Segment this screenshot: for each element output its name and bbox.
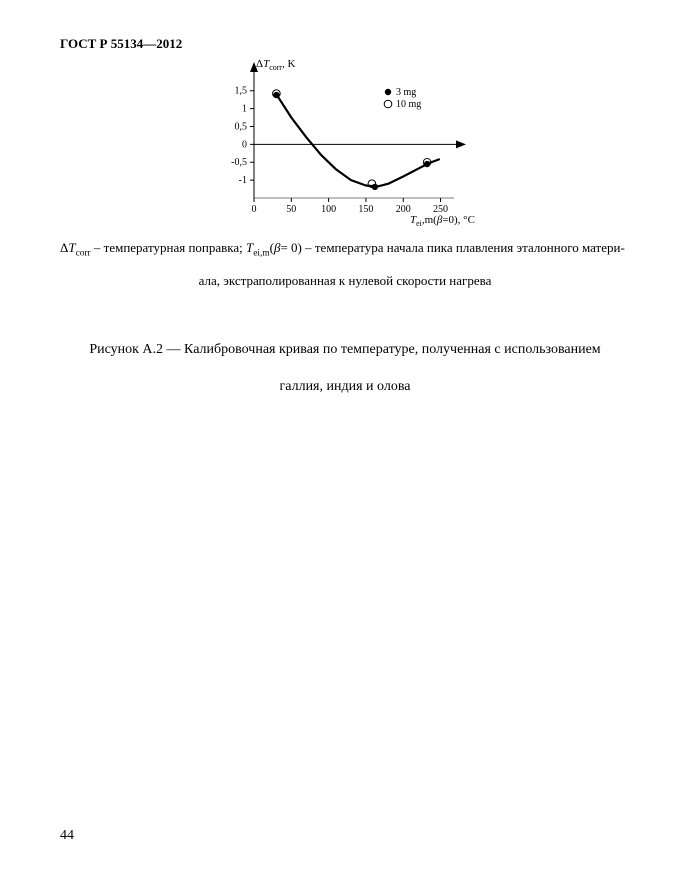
svg-text:3 mg: 3 mg [396, 87, 416, 98]
caption-line2: галлия, индия и олова [60, 369, 630, 405]
chart-svg: -1-0,500,511,5050100150200250ΔTcorr, KTe… [190, 58, 500, 228]
svg-text:100: 100 [321, 204, 336, 215]
svg-text:150: 150 [358, 204, 373, 215]
svg-text:10 mg: 10 mg [396, 99, 421, 110]
svg-text:1,5: 1,5 [235, 86, 248, 97]
doc-header: ГОСТ Р 55134—2012 [60, 36, 630, 52]
explain-line1: ΔTcorr – температурная поправка; Tei,m(β… [60, 240, 625, 255]
svg-text:1: 1 [242, 104, 247, 115]
svg-text:0,5: 0,5 [235, 121, 248, 132]
figure-caption: Рисунок А.2 — Калибровочная кривая по те… [60, 332, 630, 405]
svg-text:50: 50 [286, 204, 296, 215]
caption-line1: Рисунок А.2 — Калибровочная кривая по те… [60, 332, 630, 368]
svg-text:-1: -1 [239, 175, 247, 186]
chart-container: -1-0,500,511,5050100150200250ΔTcorr, KTe… [60, 58, 630, 228]
page-number: 44 [60, 828, 74, 844]
explain-line2: ала, экстраполированная к нулевой скорос… [60, 265, 630, 296]
svg-text:-0,5: -0,5 [231, 157, 247, 168]
calibration-chart: -1-0,500,511,5050100150200250ΔTcorr, KTe… [190, 58, 500, 228]
chart-variable-explain: ΔTcorr – температурная поправка; Tei,m(β… [60, 232, 630, 265]
svg-text:200: 200 [396, 204, 411, 215]
svg-text:0: 0 [252, 204, 257, 215]
svg-text:0: 0 [242, 139, 247, 150]
